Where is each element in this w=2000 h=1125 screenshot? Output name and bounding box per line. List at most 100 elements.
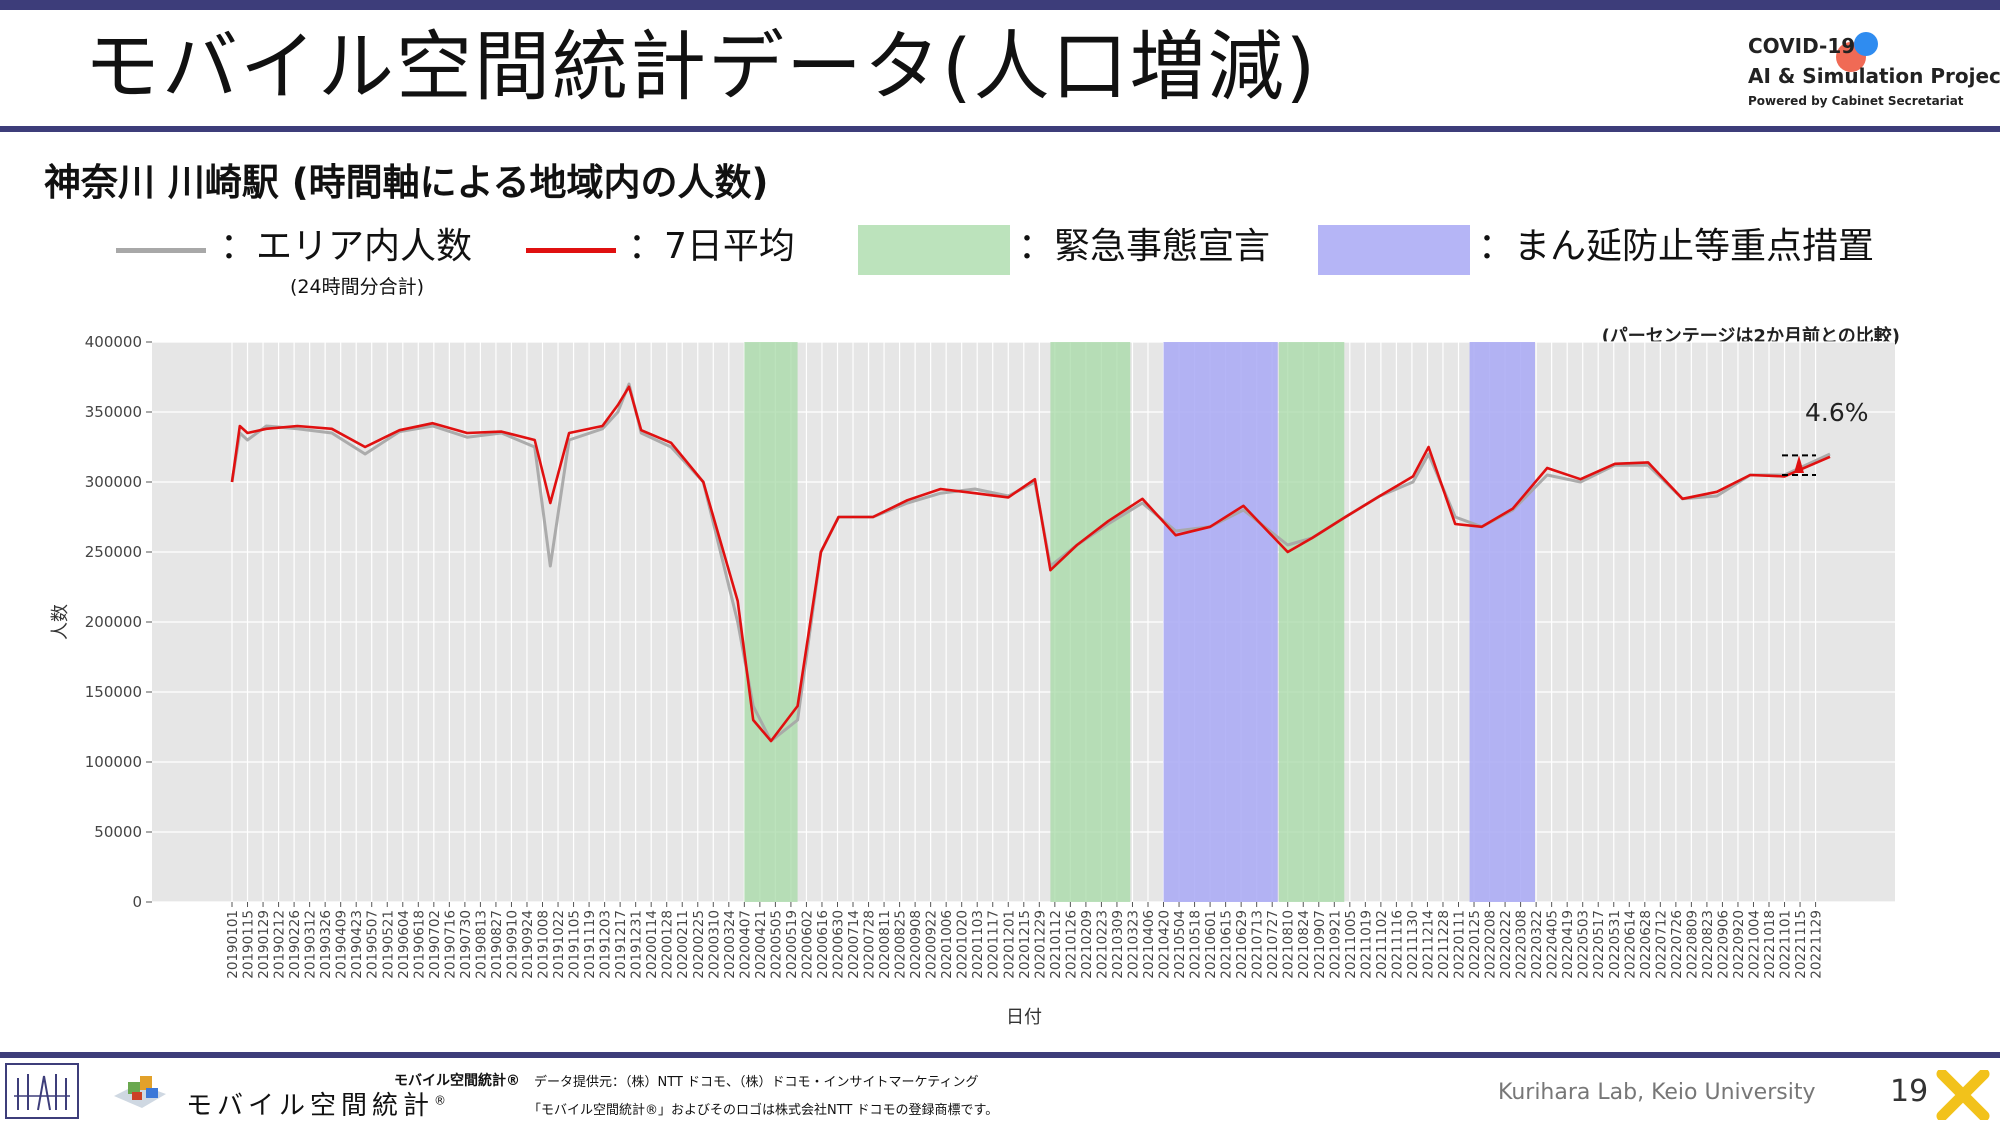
x-tick-label: 20220712 [1653,910,1669,979]
logo-blue-dot [1854,32,1878,56]
x-tick-label: 20210406 [1141,910,1157,979]
x-tick-label: 20220208 [1483,910,1499,979]
x-tick-label: 20210601 [1203,910,1219,979]
footer-brand: モバイル空間統計® [186,1091,447,1121]
x-tick-label: 20190702 [427,910,443,979]
x-tick-label: 20201020 [955,910,971,979]
x-tick-label: 20210223 [1094,910,1110,979]
x-tick-label: 20191203 [598,910,614,979]
x-tick-label: 20221101 [1778,910,1794,979]
x-tick-label: 20200324 [722,910,738,979]
x-tick-label: 20220503 [1576,910,1592,979]
y-tick-label: 100000 [85,753,142,771]
logo-line1: COVID-19 [1748,34,1856,58]
x-tick-label: 20200407 [737,910,753,979]
x-tick-label: 20190212 [272,910,288,979]
emergency-period [1050,342,1131,902]
x-tick-label: 20191008 [536,910,552,979]
page-title: モバイル空間統計データ(人口増減) [84,22,1318,111]
x-tick-label: 20190604 [396,910,412,979]
annotation-label: 4.6% [1805,398,1869,427]
x-tick-label: 20220125 [1467,910,1483,979]
legend-emergency-label: ：緊急事態宣言 [1018,226,1271,267]
x-tick-label: 20210810 [1281,910,1297,979]
x-tick-label: 20190507 [365,910,381,979]
x-tick-label: 20200114 [644,910,660,979]
x-tick-label: 20201215 [1017,910,1033,979]
x-tick-label: 20200128 [660,910,676,979]
x-tick-label: 20211102 [1374,910,1390,979]
annotation-arrow [1794,455,1804,473]
x-tick-label: 20201117 [986,910,1002,979]
x-tick-label: 20200616 [815,910,831,979]
x-tick-label: 20211019 [1358,910,1374,979]
x-tick-label: 20190409 [334,910,350,979]
y-tick-label: 50000 [94,823,142,841]
x-tick-label: 20211214 [1420,910,1436,979]
x-tick-label: 20220111 [1452,910,1468,979]
x-tick-label: 20210126 [1063,910,1079,979]
legend-area-sublabel: (24時間分合計) [290,276,425,298]
x-tick-label: 20190827 [489,910,505,979]
y-tick-label: 150000 [85,683,142,701]
footer-lab-name: Kurihara Lab, Keio University [1498,1080,1816,1105]
legend-area-swatch [116,248,206,253]
x-tick-label: 20210615 [1219,910,1235,979]
x-tick-label: 20210713 [1250,910,1266,979]
legend-avg-swatch [526,248,616,253]
x-tick-label: 20190115 [241,910,257,979]
x-tick-label: 20190423 [349,910,365,979]
x-tick-label: 20200714 [846,910,862,979]
legend-avg-label: ：7日平均 [628,226,795,267]
y-tick-label: 350000 [85,403,142,421]
x-tick-label: 20221018 [1762,910,1778,979]
x-tick-label: 20211005 [1343,910,1359,979]
x-tick-label: 20220322 [1529,910,1545,979]
x-tick-label: 20220405 [1545,910,1561,979]
x-tick-label: 20210824 [1296,910,1312,979]
x-tick-label: 20200728 [862,910,878,979]
x-tick-label: 20190101 [225,910,241,979]
x-tick-label: 20190312 [303,910,319,979]
legend-area-label: ：エリア内人数 [220,226,473,267]
x-tick-label: 20201229 [1032,910,1048,979]
y-tick-label: 250000 [85,543,142,561]
page-number: 19 [1890,1074,1929,1109]
x-tick-label: 20200630 [830,910,846,979]
x-tick-label: 20190813 [473,910,489,979]
x-tick-label: 20200922 [924,910,940,979]
x-tick-label: 20200310 [706,910,722,979]
y-tick-label: 400000 [85,333,142,351]
emergency-period [744,342,798,902]
logo-line2: AI & Simulation Project [1748,64,2000,88]
chart-subtitle: 神奈川 川崎駅 (時間軸による地域内の人数) [44,161,769,204]
x-tick-label: 20220809 [1684,910,1700,979]
x-tick-label: 20190129 [256,910,272,979]
x-tick-label: 20210420 [1157,910,1173,979]
mobile-stats-logo-icon [114,1076,166,1108]
x-tick-label: 20210518 [1188,910,1204,979]
quasi-period [1469,342,1536,902]
x-tick-label: 20210112 [1048,910,1064,979]
x-mark-icon [1936,1070,1990,1120]
x-tick-label: 20221004 [1746,910,1762,979]
legend-emergency-swatch [858,225,1010,275]
x-tick-label: 20200211 [675,910,691,979]
y-axis-label: 人数 [50,604,71,640]
y-tick-label: 0 [132,893,142,911]
x-tick-label: 20191022 [551,910,567,979]
x-tick-label: 20200908 [908,910,924,979]
x-tick-label: 20210727 [1265,910,1281,979]
x-tick-label: 20190521 [380,910,396,979]
covid-ai-logo: COVID-19 AI & Simulation Project Powered… [1748,32,2000,116]
quasi-period [1163,342,1278,902]
x-tick-label: 20191119 [582,910,598,979]
x-tick-label: 20190924 [520,910,536,979]
x-tick-label: 20200811 [877,910,893,979]
x-tick-label: 20201201 [1001,910,1017,979]
x-tick-label: 20190910 [504,910,520,979]
x-tick-label: 20210209 [1079,910,1095,979]
emergency-period [1278,342,1345,902]
x-tick-label: 20200421 [753,910,769,979]
